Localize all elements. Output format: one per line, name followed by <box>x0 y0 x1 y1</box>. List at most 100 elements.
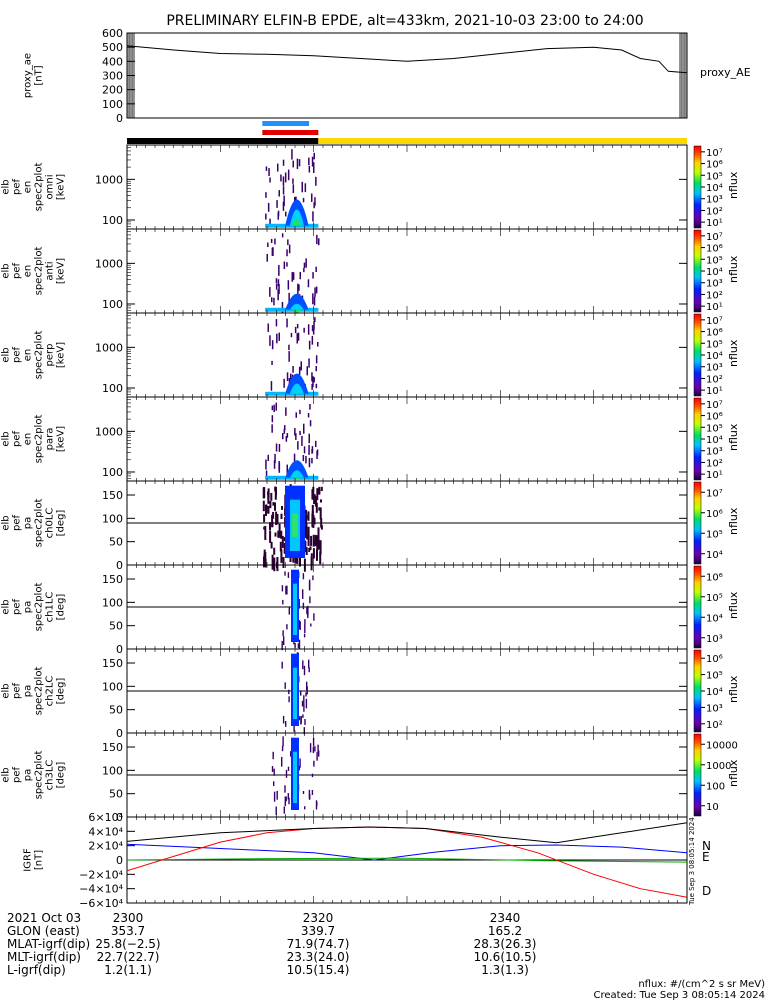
ch0LC-panel-speckle <box>307 526 310 540</box>
ch1LC-panel-speckle <box>283 636 285 646</box>
ch2LC-panel-colorbar: 10² 10³ 10⁴ 10⁵ 10⁶ nflux <box>693 649 740 733</box>
ch3LC-panel-ylabel-line: elb <box>1 767 12 782</box>
orbit-bar-black <box>127 138 319 144</box>
ch0LC-panel-colorbar-tick-label: 10⁵ <box>706 529 723 540</box>
ch0LC-panel-speckle <box>276 514 279 525</box>
ch1LC-panel-speckle <box>306 607 308 615</box>
anti-panel-ylabel-line: [keV] <box>56 258 67 284</box>
para-panel-speckle <box>315 440 317 448</box>
anti-panel-speckle <box>298 284 300 291</box>
para-panel-speckle <box>286 433 289 438</box>
ch3LC-panel-ylabel-line: spec2plot <box>34 751 45 800</box>
ch3LC-panel-speckle <box>282 736 284 747</box>
ch2LC-panel-speckle <box>303 665 306 676</box>
ch0LC-panel-ylabel: elb pef pa spec2plot ch0LC [deg] <box>1 499 67 548</box>
igrf-ylabel-line: IGRF <box>23 848 34 872</box>
anti-panel-colorbar-tick-label: 10⁶ <box>706 244 723 255</box>
igrf-series-N <box>126 843 688 861</box>
footer-created: Created: Tue Sep 3 08:05:14 2024 <box>594 990 766 1000</box>
ch2LC-panel-colorbar-tick-label: 10⁴ <box>706 687 723 698</box>
perp-panel-plume-core <box>292 392 301 394</box>
para-panel-speckle <box>299 409 301 415</box>
perp-panel-plume-mid <box>289 383 304 394</box>
ch0LC-panel-ylabel-line: pef <box>12 515 23 532</box>
ch1LC-panel-speckle <box>302 589 304 599</box>
perp-panel-colorbar-tick-label: 10⁵ <box>706 339 723 350</box>
perp-panel-speckle <box>311 384 313 390</box>
anti-panel-speckle <box>303 262 306 268</box>
ch3LC-panel-speckle <box>285 796 287 802</box>
igrf-ytick-label: −2×10⁴ <box>79 868 123 881</box>
ch2LC-panel-speckle <box>293 725 295 732</box>
ch0LC-panel-speckle <box>311 489 314 500</box>
omni-panel-minor-ticks <box>126 145 688 229</box>
ch0LC-panel-ylabel-line: spec2plot <box>34 499 45 548</box>
omni-panel-ytick-label: 1000 <box>95 173 123 186</box>
ch0LC-panel-ytick-label: 150 <box>102 489 123 502</box>
ephemeris-value: 28.3(26.3) <box>474 937 537 951</box>
para-panel-speckle <box>294 428 296 436</box>
ch0LC-panel-speckle <box>292 557 295 563</box>
igrf-legend-E: E <box>702 850 710 864</box>
anti-panel-speckle <box>292 272 295 280</box>
para-panel-speckle <box>308 444 310 455</box>
ch2LC-panel-core-column <box>293 667 297 719</box>
anti-panel-speckle <box>267 242 269 248</box>
para-panel-plume-outer <box>285 460 309 478</box>
ch0LC-panel-speckle <box>304 541 307 553</box>
igrf-ytick-label: −4×10⁴ <box>79 883 123 896</box>
ch0LC-panel-speckle <box>274 532 277 537</box>
ch2LC-panel-speckle <box>285 721 287 727</box>
anti-panel-ylabel: elb pef en spec2plot anti [keV] <box>1 247 67 296</box>
ch2LC-panel-speckle <box>303 695 305 706</box>
ch2LC-panel-colorbar-tick-label: 10² <box>706 720 723 731</box>
omni-panel-speckle <box>269 177 271 183</box>
para-panel-speckle <box>275 443 278 452</box>
omni-panel-speckle <box>278 190 280 197</box>
omni-panel-colorbar-tick-label: 10⁶ <box>706 160 723 171</box>
ch3LC-panel-speckle <box>273 768 275 776</box>
ch2LC-panel-ylabel-line: spec2plot <box>34 667 45 716</box>
omni-panel-speckle <box>313 202 315 209</box>
ch3LC-panel-colorbar-bar <box>693 733 702 817</box>
para-panel-ylabel-line: pef <box>12 431 23 448</box>
ch2LC-panel-speckle <box>302 714 304 718</box>
ch0LC-panel-speckle <box>274 502 276 511</box>
anti-panel-speckle <box>312 293 314 305</box>
omni-panel-plume-core <box>292 218 301 226</box>
ch3LC-panel-speckle <box>287 766 290 771</box>
ch2LC-panel-speckle <box>300 690 302 696</box>
ch2LC-panel-speckle <box>305 692 307 697</box>
perp-panel-speckle <box>298 366 301 375</box>
ch3LC-panel-speckle <box>290 751 292 757</box>
ch0LC-panel-speckle <box>310 535 313 546</box>
igrf-legend-N: N <box>702 839 711 853</box>
ch0LC-panel-speckle <box>312 534 315 547</box>
ch0LC-panel-ylabel-line: pa <box>23 517 34 529</box>
ch3LC-panel-ytick-label: 150 <box>102 741 123 754</box>
ch0LC-panel-speckle <box>282 557 285 568</box>
ch3LC-panel-speckle <box>309 743 312 753</box>
ch1LC-panel-ytick-label: 50 <box>109 620 123 633</box>
ch3LC-panel-speckle <box>317 744 319 752</box>
ch0LC-panel-speckle <box>281 535 284 548</box>
perp-panel-speckle <box>311 372 313 382</box>
perp-panel-colorbar-tick-label: 10³ <box>706 363 723 374</box>
perp-panel-speckle <box>278 332 280 341</box>
ch0LC-panel-colorbar-bar <box>693 481 702 565</box>
proxy-ae-ylabel-line: [nT] <box>34 65 45 85</box>
ephemeris-value: 23.3(24.0) <box>287 950 350 964</box>
ch0LC-panel-colorbar-tick-label: 10⁶ <box>706 509 723 520</box>
ch0LC-panel-speckle <box>275 487 277 496</box>
perp-panel-speckle <box>315 383 318 389</box>
para-panel-colorbar-tick-label: 10⁵ <box>706 423 723 434</box>
perp-panel-spectrogram <box>265 317 319 396</box>
anti-panel-frame <box>126 228 688 314</box>
omni-panel-ylabel: elb pef en spec2plot omni [keV] <box>1 163 67 212</box>
anti-panel-speckle <box>314 287 316 297</box>
omni-panel-speckle <box>311 193 313 202</box>
ch1LC-panel-colorbar-tick-label: 10⁶ <box>706 572 723 583</box>
para-panel-speckle <box>311 448 313 454</box>
